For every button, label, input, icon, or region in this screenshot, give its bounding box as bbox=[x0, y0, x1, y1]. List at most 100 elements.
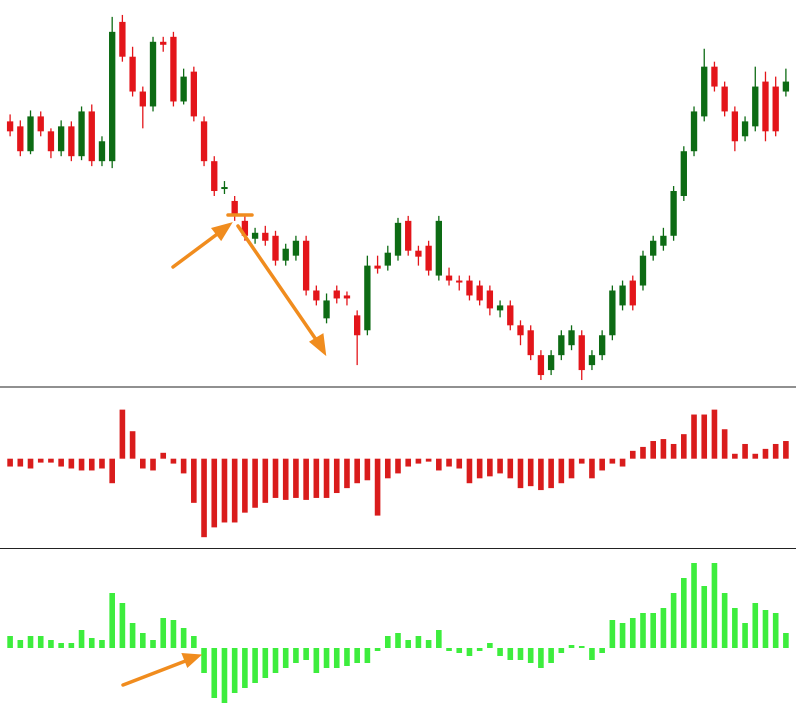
histogram-bar bbox=[762, 610, 769, 648]
histogram-bar bbox=[262, 648, 269, 678]
histogram-bar bbox=[609, 458, 616, 464]
histogram-bar bbox=[7, 636, 13, 648]
histogram-bar bbox=[150, 458, 156, 471]
candle-body bbox=[578, 335, 585, 371]
histogram-bar bbox=[231, 458, 238, 523]
histogram-bar bbox=[384, 458, 391, 479]
histogram-bar bbox=[129, 431, 136, 459]
histogram-bar bbox=[425, 640, 432, 648]
histogram-bar bbox=[191, 636, 197, 648]
candle-body bbox=[221, 187, 228, 190]
histogram-bar bbox=[78, 630, 85, 648]
arrow-head bbox=[181, 653, 203, 668]
candle-body bbox=[486, 290, 494, 309]
histogram-bar bbox=[78, 458, 85, 471]
arrow bbox=[236, 224, 319, 343]
histogram-bar bbox=[160, 452, 167, 459]
candle-body bbox=[139, 91, 146, 107]
candle-body bbox=[670, 191, 677, 236]
histogram-bar bbox=[7, 458, 13, 467]
histogram-bar bbox=[711, 563, 718, 648]
histogram-bar bbox=[497, 648, 503, 656]
histogram-bar bbox=[742, 623, 748, 648]
histogram-bar bbox=[272, 458, 279, 498]
candle-body bbox=[690, 111, 698, 152]
histogram-bar bbox=[405, 640, 412, 648]
histogram-bar bbox=[772, 443, 779, 459]
candle-body bbox=[364, 265, 371, 331]
candle-body bbox=[537, 355, 545, 376]
histogram-bar bbox=[170, 458, 177, 464]
candle-body bbox=[772, 86, 779, 132]
candle-body bbox=[37, 116, 44, 132]
candle-body bbox=[752, 86, 759, 127]
candle-body bbox=[6, 121, 14, 132]
histogram-bar bbox=[670, 593, 677, 648]
histogram-bar bbox=[242, 648, 248, 688]
candle-body bbox=[302, 240, 310, 291]
histogram-bar bbox=[354, 648, 360, 663]
histogram-bar bbox=[150, 640, 156, 648]
histogram-bar bbox=[721, 429, 728, 459]
histogram-bar bbox=[139, 633, 146, 648]
candle-body bbox=[57, 126, 65, 152]
candle-body bbox=[98, 141, 106, 162]
histogram-bar bbox=[221, 648, 228, 703]
candle-body bbox=[598, 335, 606, 356]
arrow-head bbox=[210, 222, 233, 242]
histogram-bar bbox=[568, 645, 575, 648]
histogram-bar bbox=[681, 434, 687, 459]
candle-body bbox=[180, 76, 187, 102]
histogram-bar bbox=[436, 630, 442, 648]
histogram-bar bbox=[578, 646, 585, 648]
candle-body bbox=[262, 232, 269, 241]
candle-body bbox=[17, 126, 24, 152]
histogram-bar bbox=[711, 409, 718, 459]
histogram-bar bbox=[303, 648, 309, 660]
histogram-bar bbox=[211, 648, 218, 698]
candle-body bbox=[231, 200, 238, 216]
candle-body bbox=[47, 131, 55, 152]
histogram-bar bbox=[68, 458, 75, 469]
histogram-bar bbox=[497, 458, 503, 474]
candle-body bbox=[27, 116, 34, 152]
candle-body bbox=[782, 81, 790, 92]
histogram-bar bbox=[527, 458, 534, 487]
histogram-bar bbox=[538, 458, 544, 491]
histogram-bar bbox=[88, 458, 95, 471]
histogram-bar bbox=[415, 458, 422, 464]
histogram-bar bbox=[589, 458, 595, 479]
candle-body bbox=[241, 220, 249, 236]
candle-body bbox=[354, 315, 361, 336]
candle-body bbox=[78, 111, 85, 157]
histogram-bar bbox=[425, 458, 432, 462]
candle-body bbox=[160, 41, 167, 45]
histogram-bar bbox=[48, 458, 54, 463]
histogram-bar bbox=[660, 608, 667, 648]
histogram-bar bbox=[589, 648, 595, 660]
histogram-bar bbox=[752, 453, 759, 459]
candle-body bbox=[405, 220, 412, 251]
histogram-bar bbox=[17, 458, 24, 467]
candle-body bbox=[384, 252, 391, 266]
candle-body bbox=[558, 335, 565, 356]
candle-body bbox=[517, 325, 524, 336]
histogram-bar bbox=[507, 648, 514, 660]
histogram-bar bbox=[180, 458, 187, 474]
marks bbox=[6, 14, 790, 703]
histogram-bar bbox=[691, 563, 697, 648]
histogram-bar bbox=[568, 458, 575, 479]
candle-body bbox=[374, 265, 381, 269]
candle-body bbox=[456, 280, 463, 283]
histogram-bar bbox=[762, 448, 769, 459]
histogram-bar bbox=[323, 458, 330, 498]
histogram-bar bbox=[578, 458, 585, 464]
histogram-bar bbox=[384, 636, 391, 648]
candle-body bbox=[547, 355, 555, 371]
histogram-bar bbox=[201, 648, 207, 673]
candle-body bbox=[650, 240, 657, 256]
candle-body bbox=[731, 111, 739, 142]
candle-body bbox=[476, 285, 483, 301]
histogram-bar bbox=[548, 458, 554, 489]
histogram-bar bbox=[282, 458, 289, 500]
